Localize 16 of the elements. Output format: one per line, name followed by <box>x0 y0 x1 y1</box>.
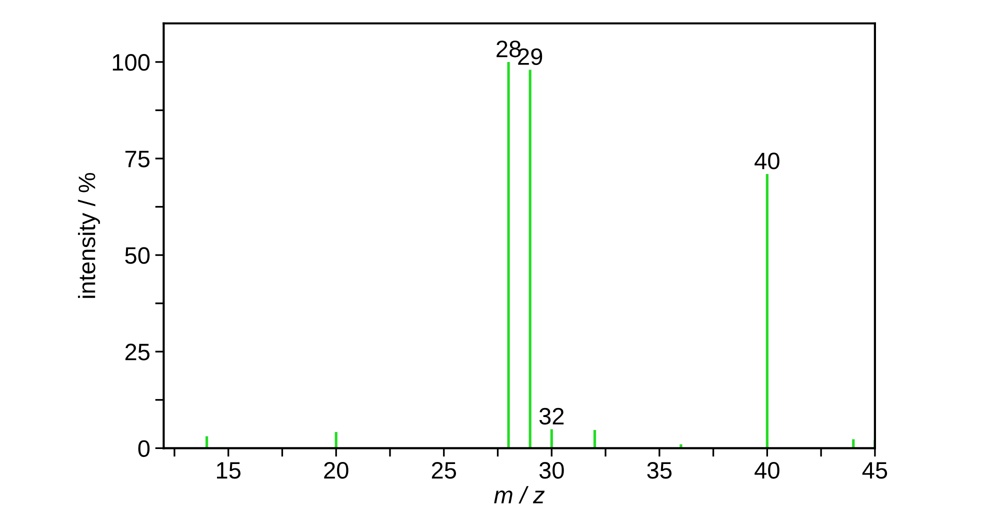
x-tick-label: 40 <box>754 462 780 479</box>
x-tick-label: 30 <box>539 462 564 479</box>
annotation: 32 <box>539 408 564 425</box>
x-tick-label: 20 <box>324 462 348 479</box>
annotation: 40 <box>754 152 780 170</box>
x-tick-label: 45 <box>862 462 888 479</box>
y-tick-label: 25 <box>125 344 150 360</box>
x-axis-title: m / z <box>494 486 545 504</box>
y-tick-label: 75 <box>125 150 150 168</box>
y-tick-label: 100 <box>112 54 150 71</box>
x-tick-label: 25 <box>432 462 456 479</box>
x-tick-label: 35 <box>647 462 672 479</box>
x-tick-label: 15 <box>217 462 240 479</box>
y-tick-label: 0 <box>138 440 150 457</box>
y-tick-label: 50 <box>125 247 150 264</box>
y-axis-title: intensity / % <box>78 172 100 298</box>
